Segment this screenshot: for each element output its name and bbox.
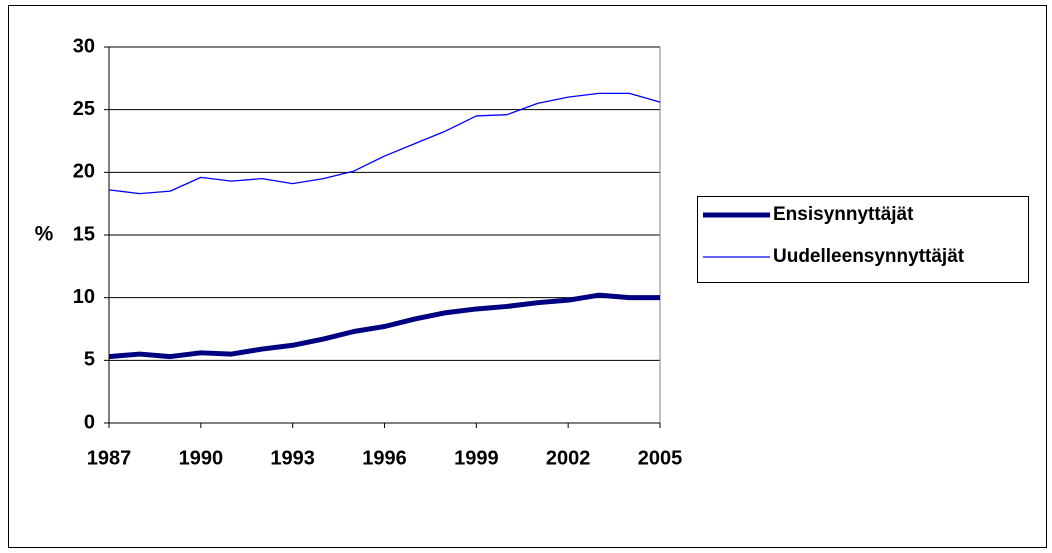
series-line — [108, 292, 660, 360]
x-tick-label: 2005 — [638, 447, 683, 469]
legend-label: Uudelleensynnyttäjät — [773, 246, 965, 267]
legend-label: Ensisynnyttäjät — [773, 204, 914, 225]
x-tick-label: 1987 — [87, 447, 132, 469]
y-tick-label: 30 — [73, 35, 95, 57]
x-tick-label: 1993 — [270, 447, 315, 469]
x-tick-label: 1999 — [454, 447, 499, 469]
y-tick-label: 20 — [73, 161, 95, 183]
series-line — [108, 92, 661, 195]
y-tick-label: 15 — [73, 223, 95, 245]
y-tick-label: 0 — [84, 411, 95, 433]
x-tick-label: 1996 — [362, 447, 407, 469]
y-tick-label: 25 — [73, 98, 95, 120]
legend — [697, 196, 1029, 283]
y-axis-label: % — [35, 223, 54, 246]
x-tick-label: 1990 — [179, 447, 224, 469]
y-tick-label: 5 — [84, 349, 95, 371]
x-tick-label: 2002 — [546, 447, 591, 469]
y-tick-label: 10 — [73, 286, 95, 308]
